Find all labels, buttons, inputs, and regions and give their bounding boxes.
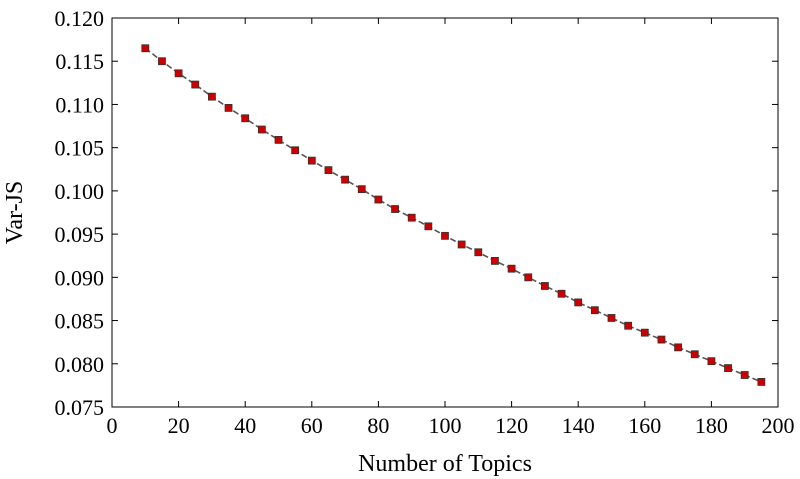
data-point [491, 257, 499, 265]
y-tick-label: 0.120 [55, 6, 105, 31]
data-point [590, 306, 599, 315]
x-tick-label: 200 [762, 413, 795, 438]
data-point [141, 44, 150, 53]
data-point [574, 298, 583, 307]
data-point [740, 371, 749, 379]
data-point [607, 314, 616, 322]
data-point [274, 135, 283, 144]
data-point [207, 92, 216, 101]
data-point [541, 282, 549, 290]
x-tick-label: 100 [429, 413, 462, 438]
data-point [707, 357, 716, 366]
data-point [424, 222, 433, 231]
data-point [224, 104, 233, 112]
data-point [374, 195, 383, 204]
data-point [357, 185, 366, 194]
x-tick-label: 80 [367, 413, 389, 438]
x-tick-label: 140 [562, 413, 595, 438]
data-point [391, 205, 399, 213]
x-axis-label: Number of Topics [358, 451, 532, 477]
x-tick-label: 160 [628, 413, 661, 438]
series-line [144, 47, 762, 383]
data-point [674, 343, 682, 352]
data-point [474, 248, 483, 257]
data-point [690, 350, 699, 359]
x-tick-label: 0 [107, 413, 118, 438]
data-point [257, 125, 266, 134]
x-tick-label: 20 [168, 413, 190, 438]
data-point [241, 114, 250, 123]
data-point [457, 240, 466, 249]
data-point [557, 289, 566, 298]
data-point [657, 335, 666, 344]
y-tick-label: 0.110 [55, 92, 104, 117]
y-tick-label: 0.105 [55, 136, 105, 161]
data-point [158, 57, 166, 66]
y-tick-label: 0.085 [55, 309, 105, 334]
y-axis-label: Var-JS [2, 181, 28, 245]
data-point [724, 364, 732, 373]
data-point [507, 264, 516, 273]
y-tick-label: 0.075 [55, 395, 105, 420]
y-tick-label: 0.090 [55, 265, 105, 290]
y-tick-label: 0.095 [55, 222, 105, 247]
data-point [307, 156, 316, 165]
data-point [341, 175, 350, 184]
data-point [624, 321, 633, 330]
data-point [191, 80, 200, 89]
x-tick-label: 180 [695, 413, 728, 438]
series-layer [141, 44, 766, 386]
axis-layer: 0 20 40 60 80 100 120 140 160 180 200 0.075 0.080 0.0… [55, 6, 795, 438]
data-point [757, 378, 766, 386]
y-tick-label: 0.080 [55, 352, 105, 377]
data-point [324, 166, 333, 175]
x-tick-label: 40 [234, 413, 256, 438]
data-point [291, 146, 300, 155]
y-tick-label: 0.100 [55, 179, 105, 204]
x-tick-label: 60 [301, 413, 323, 438]
data-point [640, 328, 649, 337]
x-tick-label: 120 [495, 413, 528, 438]
y-tick-label: 0.115 [55, 49, 104, 74]
data-point [407, 213, 416, 222]
data-point [524, 273, 533, 282]
data-point [441, 231, 449, 240]
data-point [174, 69, 183, 78]
